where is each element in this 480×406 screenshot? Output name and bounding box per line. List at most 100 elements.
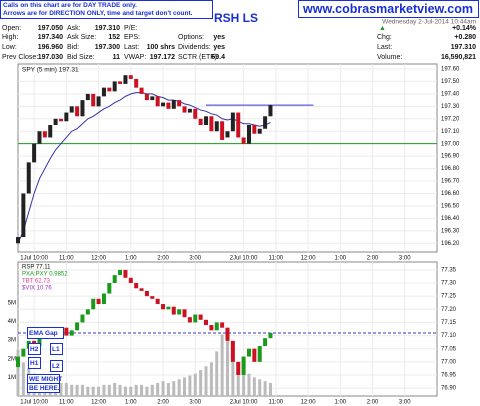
legend: SPY (5 min) 197.31 <box>22 67 79 74</box>
candle <box>21 348 26 357</box>
candle <box>112 81 117 92</box>
volume-bar <box>140 384 144 396</box>
volume-bar <box>16 349 20 396</box>
x-tick-label: 3:00 <box>189 400 201 406</box>
y-tick-label: 77.30 <box>441 281 457 287</box>
y-tick-label: 197.40 <box>441 91 460 97</box>
candle <box>112 275 117 284</box>
notice-line: Arrows are for DIRECTION ONLY, time and … <box>3 10 193 17</box>
quote-label: Dividends: <box>178 44 211 51</box>
volume-bar <box>199 369 203 396</box>
url-box <box>298 0 479 18</box>
volume-bar <box>21 362 25 396</box>
quote-value: 197.050 <box>38 25 63 32</box>
y-tick-label: 196.30 <box>441 228 460 234</box>
candle <box>263 338 268 347</box>
quote-value: yes <box>213 34 225 41</box>
annotation: H2 <box>30 346 39 353</box>
quote-label: Prev Close: <box>2 54 38 61</box>
legend-item: TBT 62.73 <box>22 279 51 285</box>
volume-bar <box>86 386 90 396</box>
candle <box>123 75 128 84</box>
candle <box>144 93 149 101</box>
annotation-box <box>27 327 64 339</box>
volume-bar <box>236 362 240 396</box>
annotation-box <box>28 357 41 369</box>
candle <box>144 290 149 297</box>
candle <box>80 100 85 117</box>
legend-item: RSP 77.11 <box>22 265 51 271</box>
candle <box>225 327 230 341</box>
candle <box>236 112 241 138</box>
volume-bar <box>75 384 79 396</box>
url: www.cobrasmarketview.com <box>302 2 473 16</box>
quote-value: 69.4 <box>211 54 225 61</box>
candle <box>139 87 144 94</box>
y-tick-label: 196.90 <box>441 154 460 160</box>
y-tick-label: 196.50 <box>441 204 460 210</box>
annotations: EMA Gap H2 L1 H1 L2 WE MIGHT BE HERE. <box>27 327 64 393</box>
x-tick-label: 11:00 <box>269 400 284 406</box>
quote-label: Bid: <box>67 44 79 51</box>
quote-value: 196.960 <box>38 44 63 51</box>
x-tick-label: 1:00 <box>125 256 137 262</box>
volume-bar <box>91 386 95 396</box>
y-tick-label: 196.60 <box>441 191 460 197</box>
candle <box>123 269 128 278</box>
x-tick-label: 1:00 <box>125 400 137 406</box>
annotation: L2 <box>52 363 60 370</box>
candle <box>230 112 235 132</box>
quote-label: VWAP: <box>124 54 146 61</box>
candle <box>177 309 182 315</box>
y2-tick-label: 1M <box>8 375 16 381</box>
candle <box>75 106 80 117</box>
x-tick-label: 11:00 <box>59 400 74 406</box>
candle <box>32 143 37 163</box>
candle <box>225 131 230 138</box>
quote-value: 152 <box>108 34 120 41</box>
candle <box>246 348 251 357</box>
volume-bar <box>102 384 106 396</box>
candle <box>241 137 246 144</box>
volume-bar <box>172 381 176 396</box>
y-tick-label: 196.40 <box>441 216 460 222</box>
y-tick-label: 196.20 <box>441 241 460 247</box>
quote-label: Bid Size: <box>67 54 95 61</box>
candle <box>118 81 123 84</box>
candle <box>214 322 219 331</box>
volume-bar <box>204 366 208 396</box>
volume-bar <box>80 384 84 396</box>
volume-bar <box>64 382 68 396</box>
quote-label: SCTR (ETF): <box>178 54 219 61</box>
candle <box>182 309 187 318</box>
annotation: BE HERE. <box>29 385 60 392</box>
x-tick-label: 12:00 <box>91 400 107 406</box>
x-tick-label: 12:00 <box>301 256 317 262</box>
quote-label: EPS: <box>124 34 140 41</box>
candle <box>263 116 268 129</box>
candle <box>246 125 251 144</box>
notice-line: Calls on this chart are for DAY TRADE on… <box>3 2 137 9</box>
annotation: EMA Gap <box>29 330 58 337</box>
candle <box>26 162 31 194</box>
candle <box>150 296 155 299</box>
y-tick-label: 77.25 <box>441 294 457 300</box>
quote-value: 197.030 <box>38 54 63 61</box>
candle <box>204 319 209 326</box>
y2-tick-label: 5M <box>8 301 16 307</box>
candle <box>96 298 101 305</box>
quote-value: +0.14% <box>452 25 477 32</box>
x-tick-label: 1:00 <box>334 256 346 262</box>
y-tick-label: 77.15 <box>441 320 457 326</box>
candle <box>64 327 69 336</box>
candle <box>193 108 198 119</box>
candle <box>155 298 160 305</box>
volume-bar <box>107 384 111 396</box>
candle <box>107 283 112 294</box>
volume-bar <box>231 355 235 396</box>
y-tick-label: 197.20 <box>441 116 460 122</box>
volume-bar <box>118 384 122 396</box>
volume-bar <box>59 382 63 396</box>
candle <box>220 322 225 328</box>
